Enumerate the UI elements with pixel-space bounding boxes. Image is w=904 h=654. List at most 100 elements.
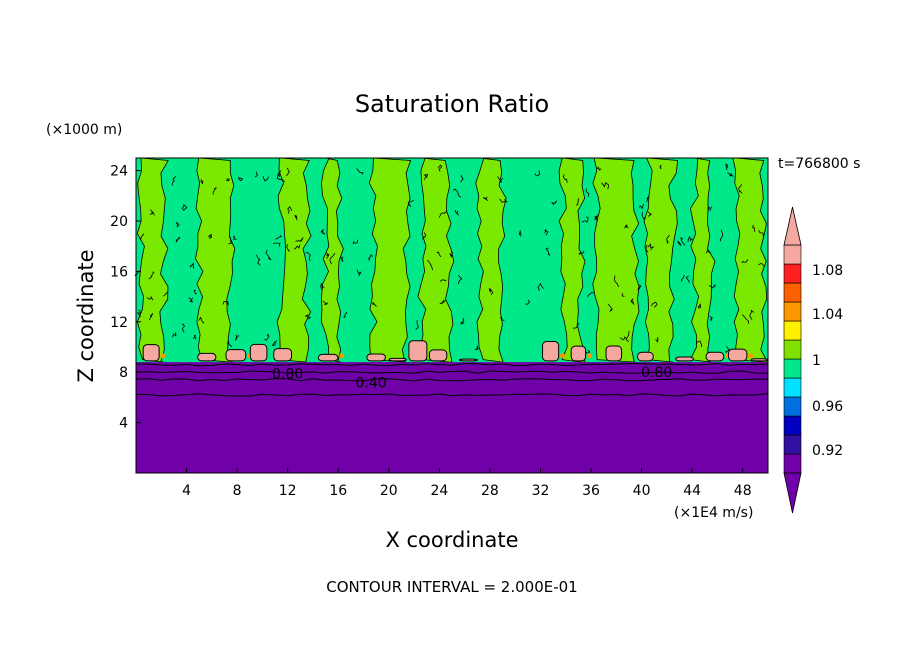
light-column bbox=[368, 157, 412, 363]
cell bbox=[388, 357, 407, 362]
contour-fragment bbox=[225, 178, 230, 182]
contour-fragment bbox=[439, 279, 447, 282]
contour-fragment bbox=[171, 176, 177, 186]
contour-fragment bbox=[305, 314, 312, 320]
colorbar-segment bbox=[783, 434, 802, 455]
contour-fragment bbox=[697, 303, 701, 309]
contour-fragment bbox=[276, 174, 285, 182]
contour-fragment bbox=[741, 259, 749, 263]
contour-fragment bbox=[537, 282, 544, 292]
contour-fragment bbox=[578, 250, 585, 255]
contour-fragment bbox=[758, 262, 765, 267]
cell bbox=[317, 353, 339, 362]
contour-fragment bbox=[368, 254, 373, 262]
x-tick-label: 44 bbox=[683, 483, 701, 499]
colorbar-segment bbox=[783, 320, 802, 341]
colorbar-segment bbox=[783, 415, 802, 436]
contour-fragment bbox=[651, 301, 658, 308]
contour-fragment bbox=[572, 322, 580, 329]
contour-fragment bbox=[139, 233, 145, 241]
contour-fragment bbox=[188, 297, 194, 303]
contour-fragment bbox=[727, 172, 735, 177]
contour-line bbox=[135, 363, 769, 367]
contour-fragment bbox=[305, 252, 311, 262]
colorbar-segment bbox=[783, 453, 802, 474]
contour-fragment bbox=[630, 298, 635, 306]
cell bbox=[273, 348, 293, 362]
contour-fragment bbox=[641, 212, 646, 220]
contour-fragment bbox=[525, 299, 530, 305]
contour-fragment bbox=[436, 251, 442, 258]
contour-fragment bbox=[146, 295, 154, 301]
contour-fragment bbox=[659, 164, 662, 170]
contour-fragment bbox=[175, 221, 180, 228]
x-axis-label: X coordinate bbox=[385, 528, 518, 552]
contour-fragment bbox=[460, 317, 465, 325]
contour-fragment bbox=[594, 214, 599, 222]
y-tick-label: 4 bbox=[119, 416, 128, 432]
contour-fragment bbox=[752, 224, 756, 232]
contour-fragment bbox=[295, 237, 304, 242]
contour-fragment bbox=[545, 247, 550, 256]
colorbar-top-arrow bbox=[783, 206, 802, 246]
cell-spot bbox=[748, 353, 754, 359]
contour-fragment bbox=[575, 198, 579, 206]
cell bbox=[675, 356, 694, 362]
contour-fragment bbox=[725, 346, 730, 353]
contour-fragment bbox=[181, 204, 188, 211]
contour-fragment bbox=[758, 230, 764, 237]
cell-spot bbox=[559, 353, 565, 359]
x-tick-label: 20 bbox=[380, 483, 398, 499]
contour-fragment bbox=[352, 239, 359, 244]
contour-fragment bbox=[198, 316, 205, 324]
contour-fragment bbox=[212, 187, 217, 195]
colorbar-label: 1.04 bbox=[812, 307, 843, 323]
y-tick-label: 24 bbox=[110, 164, 128, 180]
contour-fragment bbox=[638, 203, 645, 210]
contour-fragment bbox=[725, 163, 729, 171]
contour-fragment bbox=[708, 206, 712, 212]
cell bbox=[705, 351, 725, 362]
light-column bbox=[732, 157, 769, 363]
contour-lines bbox=[135, 363, 769, 397]
contour-label: 0.80 bbox=[641, 365, 672, 381]
contour-fragment bbox=[708, 283, 716, 289]
contour-fragment bbox=[356, 269, 362, 277]
contour-fragment bbox=[294, 244, 301, 250]
contour-fragment bbox=[343, 311, 348, 318]
contour-fragment bbox=[200, 178, 204, 185]
x-tick-label: 8 bbox=[233, 483, 242, 499]
contour-fragment bbox=[460, 174, 464, 183]
contour-fragment bbox=[427, 259, 433, 271]
contour-fragment bbox=[372, 301, 377, 307]
contour-fragment bbox=[449, 251, 453, 258]
contour-fragment bbox=[356, 168, 364, 175]
contour-fragment bbox=[235, 334, 240, 341]
contour-line bbox=[135, 370, 769, 374]
contour-fragment bbox=[482, 196, 488, 202]
contour-fragment bbox=[149, 312, 154, 321]
colorbar-segment bbox=[783, 358, 802, 379]
contour-fragment bbox=[614, 275, 619, 288]
contour-fragment bbox=[705, 249, 712, 254]
contour-fragment bbox=[749, 309, 755, 320]
contour-fragment bbox=[320, 229, 326, 235]
contour-fragment bbox=[687, 235, 694, 243]
contour-fragment bbox=[439, 299, 446, 304]
contour-fragment bbox=[499, 198, 508, 203]
x-tick-label: 24 bbox=[430, 483, 448, 499]
y-tick-label: 16 bbox=[110, 264, 128, 280]
x-tick-label: 32 bbox=[532, 483, 550, 499]
contour-fragment bbox=[695, 340, 702, 348]
contour-fragment bbox=[645, 244, 649, 253]
contour-labels: 0.80 0.80 0.40 bbox=[272, 365, 672, 391]
contour-fragment bbox=[625, 330, 630, 342]
colorbar: 0.92 0.96 1 1.04 1.08 bbox=[783, 206, 843, 514]
contour-line bbox=[135, 393, 769, 397]
contour-fragment bbox=[738, 184, 743, 194]
contour-fragment bbox=[286, 167, 290, 177]
contour-fragment bbox=[277, 170, 282, 178]
colorbar-segment bbox=[783, 339, 802, 360]
contour-fragment bbox=[585, 188, 590, 197]
